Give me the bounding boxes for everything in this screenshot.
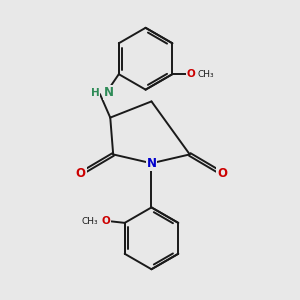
Text: O: O [102, 216, 111, 226]
Text: H: H [91, 88, 100, 98]
Text: CH₃: CH₃ [198, 70, 214, 79]
Text: O: O [217, 167, 227, 180]
Text: O: O [76, 167, 86, 180]
Text: CH₃: CH₃ [82, 217, 98, 226]
Text: O: O [187, 69, 195, 79]
Text: N: N [146, 157, 157, 170]
Text: N: N [103, 86, 113, 99]
